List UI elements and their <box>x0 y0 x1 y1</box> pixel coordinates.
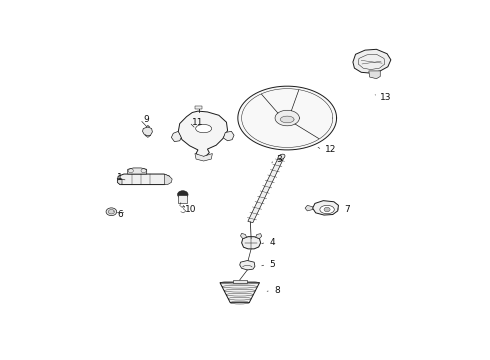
Circle shape <box>106 208 117 216</box>
Polygon shape <box>145 135 151 138</box>
Text: 9: 9 <box>143 115 148 124</box>
Polygon shape <box>238 86 337 150</box>
Polygon shape <box>172 131 181 141</box>
Polygon shape <box>233 280 246 283</box>
Text: 3: 3 <box>276 154 282 163</box>
Polygon shape <box>146 125 150 127</box>
Polygon shape <box>256 234 262 239</box>
Circle shape <box>177 191 188 198</box>
Text: 13: 13 <box>380 93 392 102</box>
Text: 8: 8 <box>274 286 280 295</box>
Ellipse shape <box>196 125 212 133</box>
Polygon shape <box>280 116 294 123</box>
Polygon shape <box>369 71 380 79</box>
Polygon shape <box>118 174 170 185</box>
Ellipse shape <box>278 154 285 159</box>
Polygon shape <box>178 111 227 157</box>
Text: 12: 12 <box>325 145 337 154</box>
Polygon shape <box>143 127 152 136</box>
Text: 7: 7 <box>344 205 350 214</box>
Polygon shape <box>305 205 313 211</box>
Polygon shape <box>248 156 284 222</box>
Text: 4: 4 <box>270 238 275 247</box>
Text: 10: 10 <box>185 205 196 214</box>
Circle shape <box>108 210 114 214</box>
Text: 6: 6 <box>118 210 123 219</box>
Polygon shape <box>195 153 212 161</box>
Polygon shape <box>240 261 255 270</box>
Circle shape <box>324 207 330 212</box>
Polygon shape <box>220 283 260 303</box>
Text: 5: 5 <box>270 260 275 269</box>
Text: 1: 1 <box>118 173 123 182</box>
Polygon shape <box>178 195 187 203</box>
Bar <box>196 105 202 109</box>
Polygon shape <box>241 233 246 239</box>
Polygon shape <box>118 179 122 185</box>
Polygon shape <box>353 49 391 73</box>
Text: 11: 11 <box>192 118 204 127</box>
Polygon shape <box>128 168 147 174</box>
Polygon shape <box>275 110 299 126</box>
Polygon shape <box>242 237 261 249</box>
Polygon shape <box>313 201 339 215</box>
Ellipse shape <box>320 205 334 214</box>
Polygon shape <box>165 174 172 185</box>
Polygon shape <box>223 131 234 141</box>
